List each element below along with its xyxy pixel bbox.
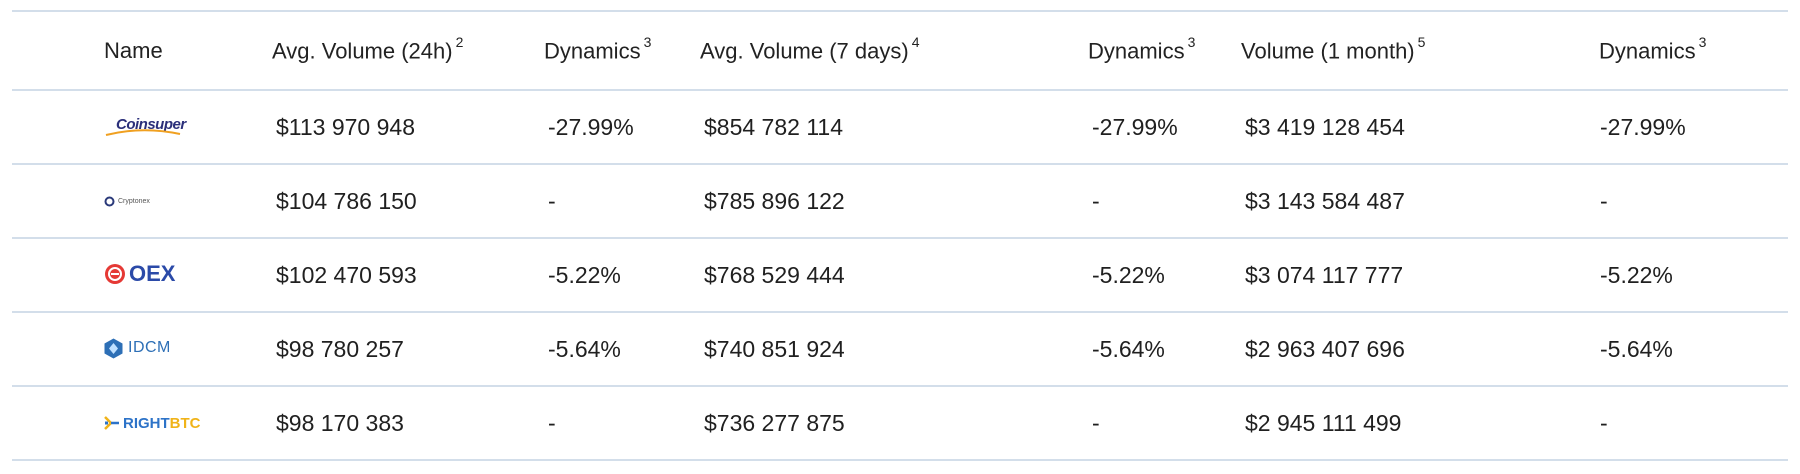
dynamics-7d-cell: -5.22%	[1092, 261, 1165, 288]
idcm-logo[interactable]: IDCM	[104, 333, 171, 363]
volume-1m-cell: $3 419 128 454	[1245, 113, 1405, 140]
idcm-logo-text: IDCM	[128, 339, 171, 357]
avg-volume-24h-cell: $98 780 257	[276, 335, 404, 362]
cryptonex-ring-icon	[104, 196, 115, 207]
avg-volume-7d-cell: $740 851 924	[704, 335, 845, 362]
volume-1m-cell: $3 143 584 487	[1245, 187, 1405, 214]
volume-1m-cell: $3 074 117 777	[1245, 261, 1404, 288]
header-volume-1m[interactable]: Volume (1 month) 5	[1216, 11, 1512, 90]
avg-volume-24h-cell: $98 170 383	[276, 409, 404, 436]
rightbtc-logo-text-btc: BTC	[169, 414, 201, 432]
exchange-name-cell: Coinsuper	[12, 90, 222, 164]
dynamics-7d-cell: -5.64%	[1092, 335, 1165, 362]
oex-emblem-icon	[105, 264, 125, 284]
rightbtc-mark-icon	[104, 416, 119, 430]
footnote-ref[interactable]: 3	[643, 33, 652, 50]
rightbtc-logo[interactable]: RIGHT BTC	[104, 408, 201, 438]
idcm-hexagon-icon	[104, 338, 123, 359]
avg-volume-7d-cell: $768 529 444	[704, 261, 845, 288]
coinsuper-logo-text: Coinsuper	[116, 115, 186, 133]
table-row[interactable]: RIGHT BTC $98 170 383 - $736 277 875 - $2…	[12, 386, 1788, 460]
header-avg-volume-7d-label: Avg. Volume (7 days)	[700, 38, 909, 64]
exchange-name-cell: IDCM	[12, 312, 222, 386]
dynamics-7d-cell: -27.99%	[1092, 113, 1178, 140]
header-dynamics-label: Dynamics	[544, 38, 641, 64]
avg-volume-24h-cell: $102 470 593	[276, 261, 417, 288]
header-avg-volume-24h-label: Avg. Volume (24h)	[272, 38, 453, 64]
avg-volume-24h-cell: $113 970 948	[276, 113, 415, 140]
volume-1m-cell: $2 945 111 499	[1245, 409, 1402, 436]
dynamics-24h-cell: -27.99%	[548, 113, 634, 140]
table-row[interactable]: IDCM $98 780 257 -5.64% $740 851 924 -5.…	[12, 312, 1788, 386]
rightbtc-logo-text-right: RIGHT	[123, 414, 170, 432]
header-volume-1m-label: Volume (1 month)	[1241, 38, 1415, 64]
dynamics-24h-cell: -5.22%	[548, 261, 621, 288]
cryptonex-logo-text: Cryptonex	[118, 197, 150, 205]
cryptonex-logo[interactable]: Cryptonex	[104, 186, 150, 216]
footnote-ref[interactable]: 3	[1187, 33, 1196, 50]
table-row[interactable]: OEX $102 470 593 -5.22% $768 529 444 -5.…	[12, 238, 1788, 312]
dynamics-1m-cell: -27.99%	[1600, 113, 1686, 140]
avg-volume-7d-cell: $785 896 122	[704, 187, 845, 214]
header-avg-volume-7d[interactable]: Avg. Volume (7 days) 4	[700, 11, 1038, 90]
coinsuper-swoosh-icon	[105, 128, 181, 136]
oex-logo-text: OEX	[129, 261, 176, 286]
header-name[interactable]: Name	[12, 11, 222, 90]
table-row[interactable]: Coinsuper $113 970 948 -27.99% $854 782 …	[12, 90, 1788, 164]
dynamics-1m-cell: -5.64%	[1600, 335, 1673, 362]
header-dynamics-24h[interactable]: Dynamics 3	[524, 11, 700, 90]
dynamics-24h-cell: -	[548, 409, 556, 436]
table-row[interactable]: Cryptonex $104 786 150 - $785 896 122 - …	[12, 164, 1788, 238]
dynamics-7d-cell: -	[1092, 409, 1100, 436]
dynamics-7d-cell: -	[1092, 187, 1100, 214]
header-dynamics-7d[interactable]: Dynamics 3	[1038, 11, 1216, 90]
avg-volume-7d-cell: $736 277 875	[704, 409, 845, 436]
footnote-ref[interactable]: 2	[455, 33, 464, 50]
header-dynamics-label: Dynamics	[1599, 38, 1696, 64]
exchange-name-cell: RIGHT BTC	[12, 386, 222, 460]
volume-1m-cell: $2 963 407 696	[1245, 335, 1405, 362]
avg-volume-7d-cell: $854 782 114	[704, 113, 843, 140]
footnote-ref[interactable]: 4	[911, 33, 920, 50]
avg-volume-24h-cell: $104 786 150	[276, 187, 417, 214]
header-dynamics-1m[interactable]: Dynamics 3	[1512, 11, 1788, 90]
exchange-volume-table: Name Avg. Volume (24h) 2 Dynamics 3 Avg. V…	[12, 10, 1788, 461]
coinsuper-logo[interactable]: Coinsuper	[104, 111, 186, 141]
header-avg-volume-24h[interactable]: Avg. Volume (24h) 2	[222, 11, 524, 90]
footnote-ref[interactable]: 3	[1698, 33, 1707, 50]
header-dynamics-label: Dynamics	[1088, 38, 1185, 64]
dynamics-24h-cell: -5.64%	[548, 335, 621, 362]
dynamics-1m-cell: -	[1600, 409, 1608, 436]
header-name-label: Name	[104, 37, 163, 63]
oex-logo[interactable]: OEX	[104, 259, 175, 289]
footnote-ref[interactable]: 5	[1417, 33, 1426, 50]
table-header-row: Name Avg. Volume (24h) 2 Dynamics 3 Avg. V…	[12, 11, 1788, 90]
dynamics-24h-cell: -	[548, 187, 556, 214]
dynamics-1m-cell: -	[1600, 187, 1608, 214]
dynamics-1m-cell: -5.22%	[1600, 261, 1673, 288]
exchange-name-cell: Cryptonex	[12, 164, 222, 238]
exchange-name-cell: OEX	[12, 238, 222, 312]
